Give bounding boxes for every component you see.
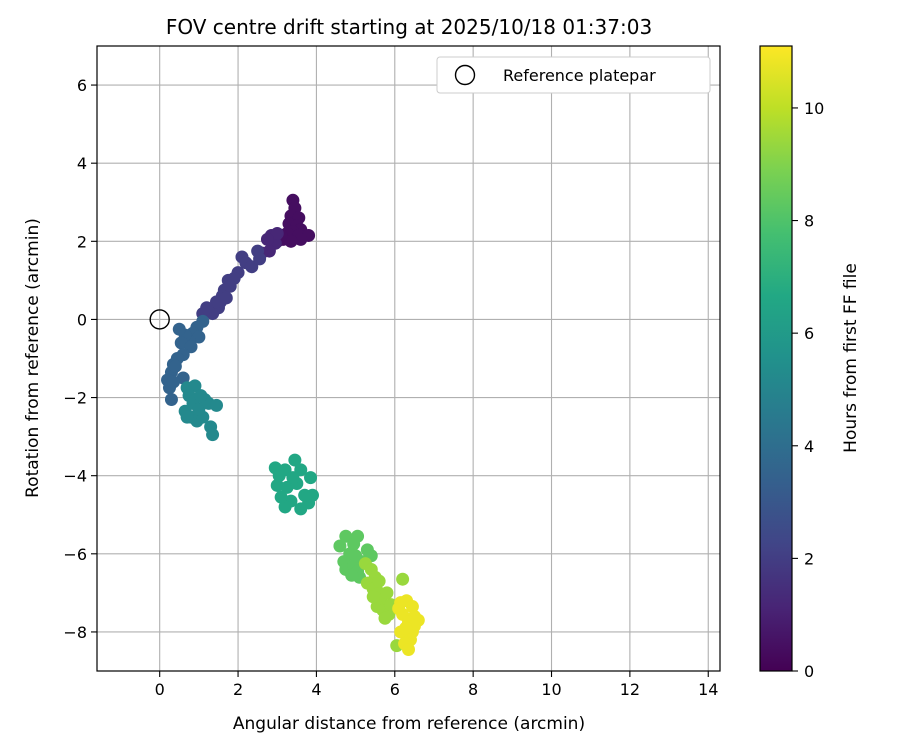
data-point xyxy=(380,586,394,600)
data-point xyxy=(176,371,190,385)
data-point xyxy=(210,398,224,412)
data-point xyxy=(333,539,347,553)
colorbar-tick-label: 6 xyxy=(804,324,814,343)
data-point xyxy=(349,549,363,563)
data-point xyxy=(180,410,194,424)
data-point xyxy=(219,291,233,305)
data-point xyxy=(164,393,178,407)
data-point xyxy=(280,480,294,494)
y-tick-label: 0 xyxy=(77,310,87,329)
data-point xyxy=(210,295,224,309)
data-point xyxy=(188,379,202,393)
y-tick-label: −8 xyxy=(63,623,87,642)
data-point xyxy=(174,336,188,350)
colorbar-ticks: 0 2 4 6 8 10 xyxy=(792,99,824,681)
data-point xyxy=(274,490,288,504)
plot-frame xyxy=(96,45,721,672)
data-point xyxy=(192,402,206,416)
data-point xyxy=(399,621,413,635)
legend-box xyxy=(436,56,711,94)
x-tick-label: 6 xyxy=(390,680,400,699)
colorbar-label: Hours from first FF file xyxy=(841,263,861,453)
legend-marker-icon xyxy=(454,64,476,86)
data-point xyxy=(378,611,392,625)
colorbar-tick-label: 8 xyxy=(804,212,814,231)
data-point xyxy=(372,574,386,588)
y-tick-label: 4 xyxy=(77,154,87,173)
data-point xyxy=(200,301,214,315)
colorbar-tick-label: 4 xyxy=(804,437,814,456)
colorbar-tick-label: 0 xyxy=(804,662,814,681)
data-point xyxy=(288,453,302,467)
data-point xyxy=(270,227,284,240)
data-point xyxy=(194,389,208,403)
data-point xyxy=(278,500,292,514)
data-point xyxy=(366,590,380,604)
y-tick-label: 6 xyxy=(77,76,87,95)
x-tick-label: 10 xyxy=(541,680,561,699)
colorbar: 0 2 4 6 8 10 Hours from first FF file xyxy=(759,45,861,681)
y-axis-ticks: −8 −6 −4 −2 0 2 4 6 xyxy=(63,76,97,642)
data-point xyxy=(345,568,359,582)
data-point xyxy=(396,572,410,586)
data-point xyxy=(168,359,182,373)
x-axis-ticks: 0 2 4 6 8 10 12 14 xyxy=(155,671,718,699)
x-axis-label: Angular distance from reference (arcmin) xyxy=(233,714,585,734)
x-tick-label: 12 xyxy=(620,680,640,699)
data-points xyxy=(161,193,425,657)
data-point xyxy=(294,232,308,246)
data-point xyxy=(192,330,206,344)
x-tick-label: 14 xyxy=(698,680,718,699)
data-point xyxy=(298,488,312,502)
data-point xyxy=(166,375,180,389)
x-tick-label: 0 xyxy=(155,680,165,699)
y-tick-label: −4 xyxy=(63,467,87,486)
data-point xyxy=(206,428,220,442)
colorbar-tick-label: 2 xyxy=(804,549,814,568)
data-point xyxy=(402,643,415,657)
data-point xyxy=(286,471,300,485)
legend-label: Reference platepar xyxy=(503,66,656,85)
reference-platepar-marker xyxy=(149,309,170,330)
data-point xyxy=(405,600,419,614)
data-point xyxy=(260,232,274,246)
data-point xyxy=(272,469,286,483)
x-tick-label: 8 xyxy=(468,680,478,699)
data-point xyxy=(172,322,186,336)
y-tick-label: −6 xyxy=(63,545,87,564)
data-point xyxy=(304,471,318,485)
chart-title: FOV centre drift starting at 2025/10/18 … xyxy=(166,15,652,39)
colorbar-tick-label: 10 xyxy=(804,99,824,118)
data-point xyxy=(392,602,406,615)
data-point xyxy=(253,252,267,266)
data-point xyxy=(270,478,284,492)
y-tick-label: −2 xyxy=(63,389,87,408)
y-axis-label: Rotation from reference (arcmin) xyxy=(23,218,43,498)
x-tick-label: 2 xyxy=(233,680,243,699)
colorbar-gradient xyxy=(759,45,793,672)
reference-marker-layer xyxy=(149,309,170,330)
y-tick-label: 2 xyxy=(77,232,87,251)
data-point xyxy=(351,529,365,543)
legend: Reference platepar xyxy=(436,56,711,94)
data-point xyxy=(284,234,298,248)
x-tick-label: 4 xyxy=(311,680,321,699)
data-point xyxy=(294,502,308,516)
